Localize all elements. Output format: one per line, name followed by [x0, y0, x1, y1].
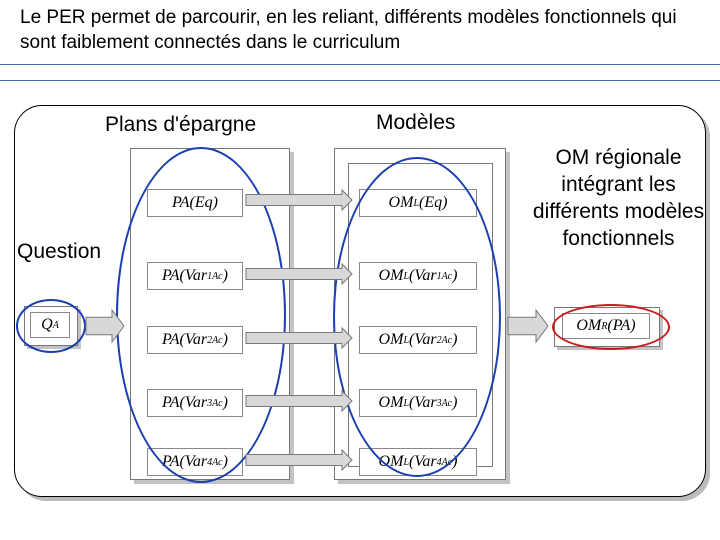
- arrows-layer: [0, 0, 720, 540]
- header-text: Le PER permet de parcourir, en les relia…: [0, 0, 720, 63]
